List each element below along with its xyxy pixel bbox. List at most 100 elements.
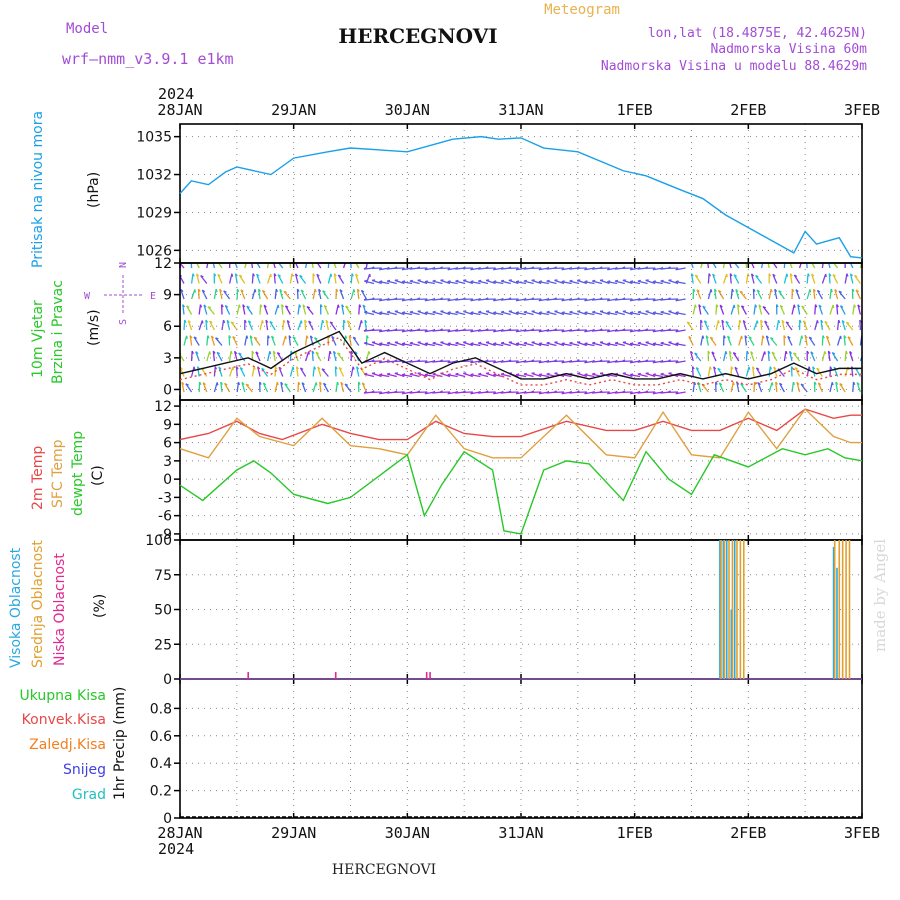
wind-arrow-head <box>709 366 712 370</box>
wind-arrow-head <box>251 258 253 260</box>
wind-arrow-head <box>711 259 714 261</box>
wind-arrow-head <box>733 274 737 277</box>
wind-arrow <box>755 275 763 284</box>
wind-arrow-head <box>515 298 519 302</box>
wind-arrow <box>811 273 816 284</box>
wind-arrow <box>751 366 755 377</box>
wind-arrow-head <box>599 297 603 300</box>
wind-arrow-head <box>765 335 770 339</box>
wind-arrow-head <box>577 279 581 282</box>
wind-arrow-head <box>546 328 550 332</box>
wind-arrow-head <box>348 335 352 339</box>
wind-arrow <box>523 342 534 347</box>
wind-arrow <box>660 311 671 316</box>
wind-arrow-head <box>320 304 323 308</box>
wind-arrow-head <box>251 350 255 354</box>
wind-arrow <box>733 263 740 269</box>
wind-arrow <box>215 337 223 346</box>
wind-arrow-head <box>203 304 207 308</box>
wind-arrow <box>320 320 324 331</box>
wind-arrow <box>781 320 786 331</box>
wind-arrow-head <box>546 341 550 344</box>
wind-arrow <box>849 351 854 362</box>
wind-arrow-head <box>523 359 527 363</box>
wind-arrow-head <box>607 311 611 314</box>
wind-arrow-head <box>334 366 338 370</box>
wind-arrow-head <box>424 373 429 376</box>
wind-arrow-head <box>652 298 656 302</box>
wind-arrow <box>219 289 223 300</box>
wind-arrow-head <box>417 279 421 282</box>
wind-arrow-head <box>739 319 742 324</box>
wind-unit: (m/s) <box>86 309 102 346</box>
wind-arrow-head <box>607 342 611 345</box>
wind-arrow-head <box>569 341 573 344</box>
wind-arrow <box>793 274 801 284</box>
cloud-high: Visoka Oblacnost <box>8 547 24 668</box>
wind-arrow-head <box>515 391 519 395</box>
wind-arrow <box>719 304 725 315</box>
wind-arrow-head <box>337 304 340 308</box>
model-label: Model <box>66 21 108 37</box>
wind-arrow-head <box>854 274 858 278</box>
wind-arrow-head <box>394 310 398 313</box>
wind-arrow-head <box>353 289 356 293</box>
wind-arrow-head <box>309 335 314 339</box>
wind-arrow-head <box>779 382 783 386</box>
wind-arrow <box>371 372 382 378</box>
wind-arrow <box>228 351 232 362</box>
page-title: HERCEGNOVI <box>338 24 497 48</box>
wind-arrow <box>432 311 443 316</box>
wind-arrow <box>249 335 254 346</box>
wind-arrow-head <box>401 311 406 314</box>
wind-arrow-head <box>424 280 429 283</box>
wind-arrow-head <box>492 360 497 364</box>
wind-arrow-head <box>733 352 737 355</box>
wind-arrow <box>707 273 710 284</box>
wind-arrow-head <box>500 279 505 282</box>
wind-arrow-head <box>299 274 303 278</box>
wind-arrow-head <box>478 372 482 375</box>
wind-arrow-head <box>754 304 758 308</box>
wind-arrow-head <box>277 352 281 355</box>
wind-arrow-head <box>847 336 851 339</box>
temp-labels: 2m Temp SFC Temp dewpt Temp (C) <box>30 431 106 516</box>
wind-arrow <box>402 281 413 285</box>
wind-arrow <box>838 290 846 300</box>
wind-arrow <box>241 382 246 393</box>
wind-arrow-head <box>205 319 209 323</box>
wind-arrow-head <box>252 273 255 277</box>
wind-arrow <box>841 320 846 331</box>
wind-arrow <box>181 382 185 393</box>
wind-arrow-head <box>553 297 557 300</box>
wind-arrow <box>729 273 732 284</box>
wind-arrow-head <box>538 298 542 302</box>
wind-arrow-head <box>283 290 288 294</box>
wind-arrow <box>236 381 240 393</box>
wind-arrow <box>637 311 648 316</box>
wind-arrow-head <box>515 280 520 283</box>
wind-arrow-head <box>515 329 519 333</box>
wind-arrow <box>750 351 755 362</box>
wind-arrow-head <box>606 298 611 302</box>
wind-arrow <box>386 342 397 347</box>
wind-arrow-head <box>447 311 451 314</box>
wind-arrow <box>577 310 588 316</box>
wind-arrow-head <box>343 319 346 323</box>
wind-arrow-head <box>432 266 436 270</box>
wind-arrow-head <box>248 320 252 324</box>
wind-arrow-head <box>238 352 242 355</box>
wind-arrow-head <box>194 289 196 293</box>
wind-arrow <box>297 320 302 331</box>
precip-total: Ukupna Kisa <box>19 688 106 704</box>
panel-3: 100 75 50 25 0 <box>145 533 863 688</box>
wind-arrow <box>675 374 686 378</box>
wind-arrow-head <box>808 366 811 370</box>
wind-arrow-head <box>622 372 626 375</box>
wind-arrow-head <box>591 266 595 270</box>
wind-arrow-head <box>692 288 696 292</box>
wind-arrow-head <box>378 267 383 271</box>
wind-arrow-head <box>424 311 429 314</box>
wind-arrow-head <box>201 320 204 324</box>
wind-arrow <box>836 304 839 315</box>
